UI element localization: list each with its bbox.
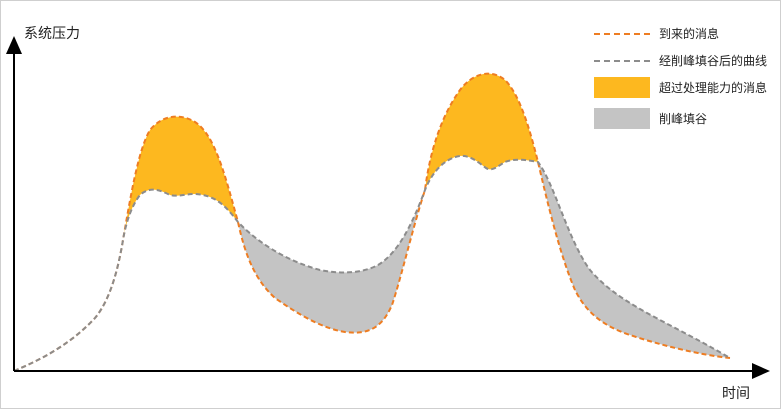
legend-swatch-shaved bbox=[594, 108, 650, 129]
excess-region-2 bbox=[425, 73, 538, 190]
smoothed-curve bbox=[13, 154, 731, 372]
x-axis-label: 时间 bbox=[722, 386, 750, 402]
legend-swatch-excess bbox=[594, 77, 650, 98]
valley-region-1 bbox=[238, 190, 425, 333]
y-axis-label: 系统压力 bbox=[24, 26, 80, 42]
legend-label-shaved: 削峰填谷 bbox=[659, 112, 707, 126]
legend-label-incoming: 到来的消息 bbox=[659, 26, 719, 41]
incoming-curve bbox=[13, 72, 731, 372]
legend: 到来的消息 经削峰填谷后的曲线 超过处理能力的消息 削峰填谷 bbox=[594, 26, 767, 129]
excess-region-1 bbox=[123, 116, 238, 240]
legend-label-excess: 超过处理能力的消息 bbox=[659, 80, 767, 95]
legend-label-smoothed: 经削峰填谷后的曲线 bbox=[659, 53, 767, 68]
valley-region-2 bbox=[538, 162, 730, 358]
